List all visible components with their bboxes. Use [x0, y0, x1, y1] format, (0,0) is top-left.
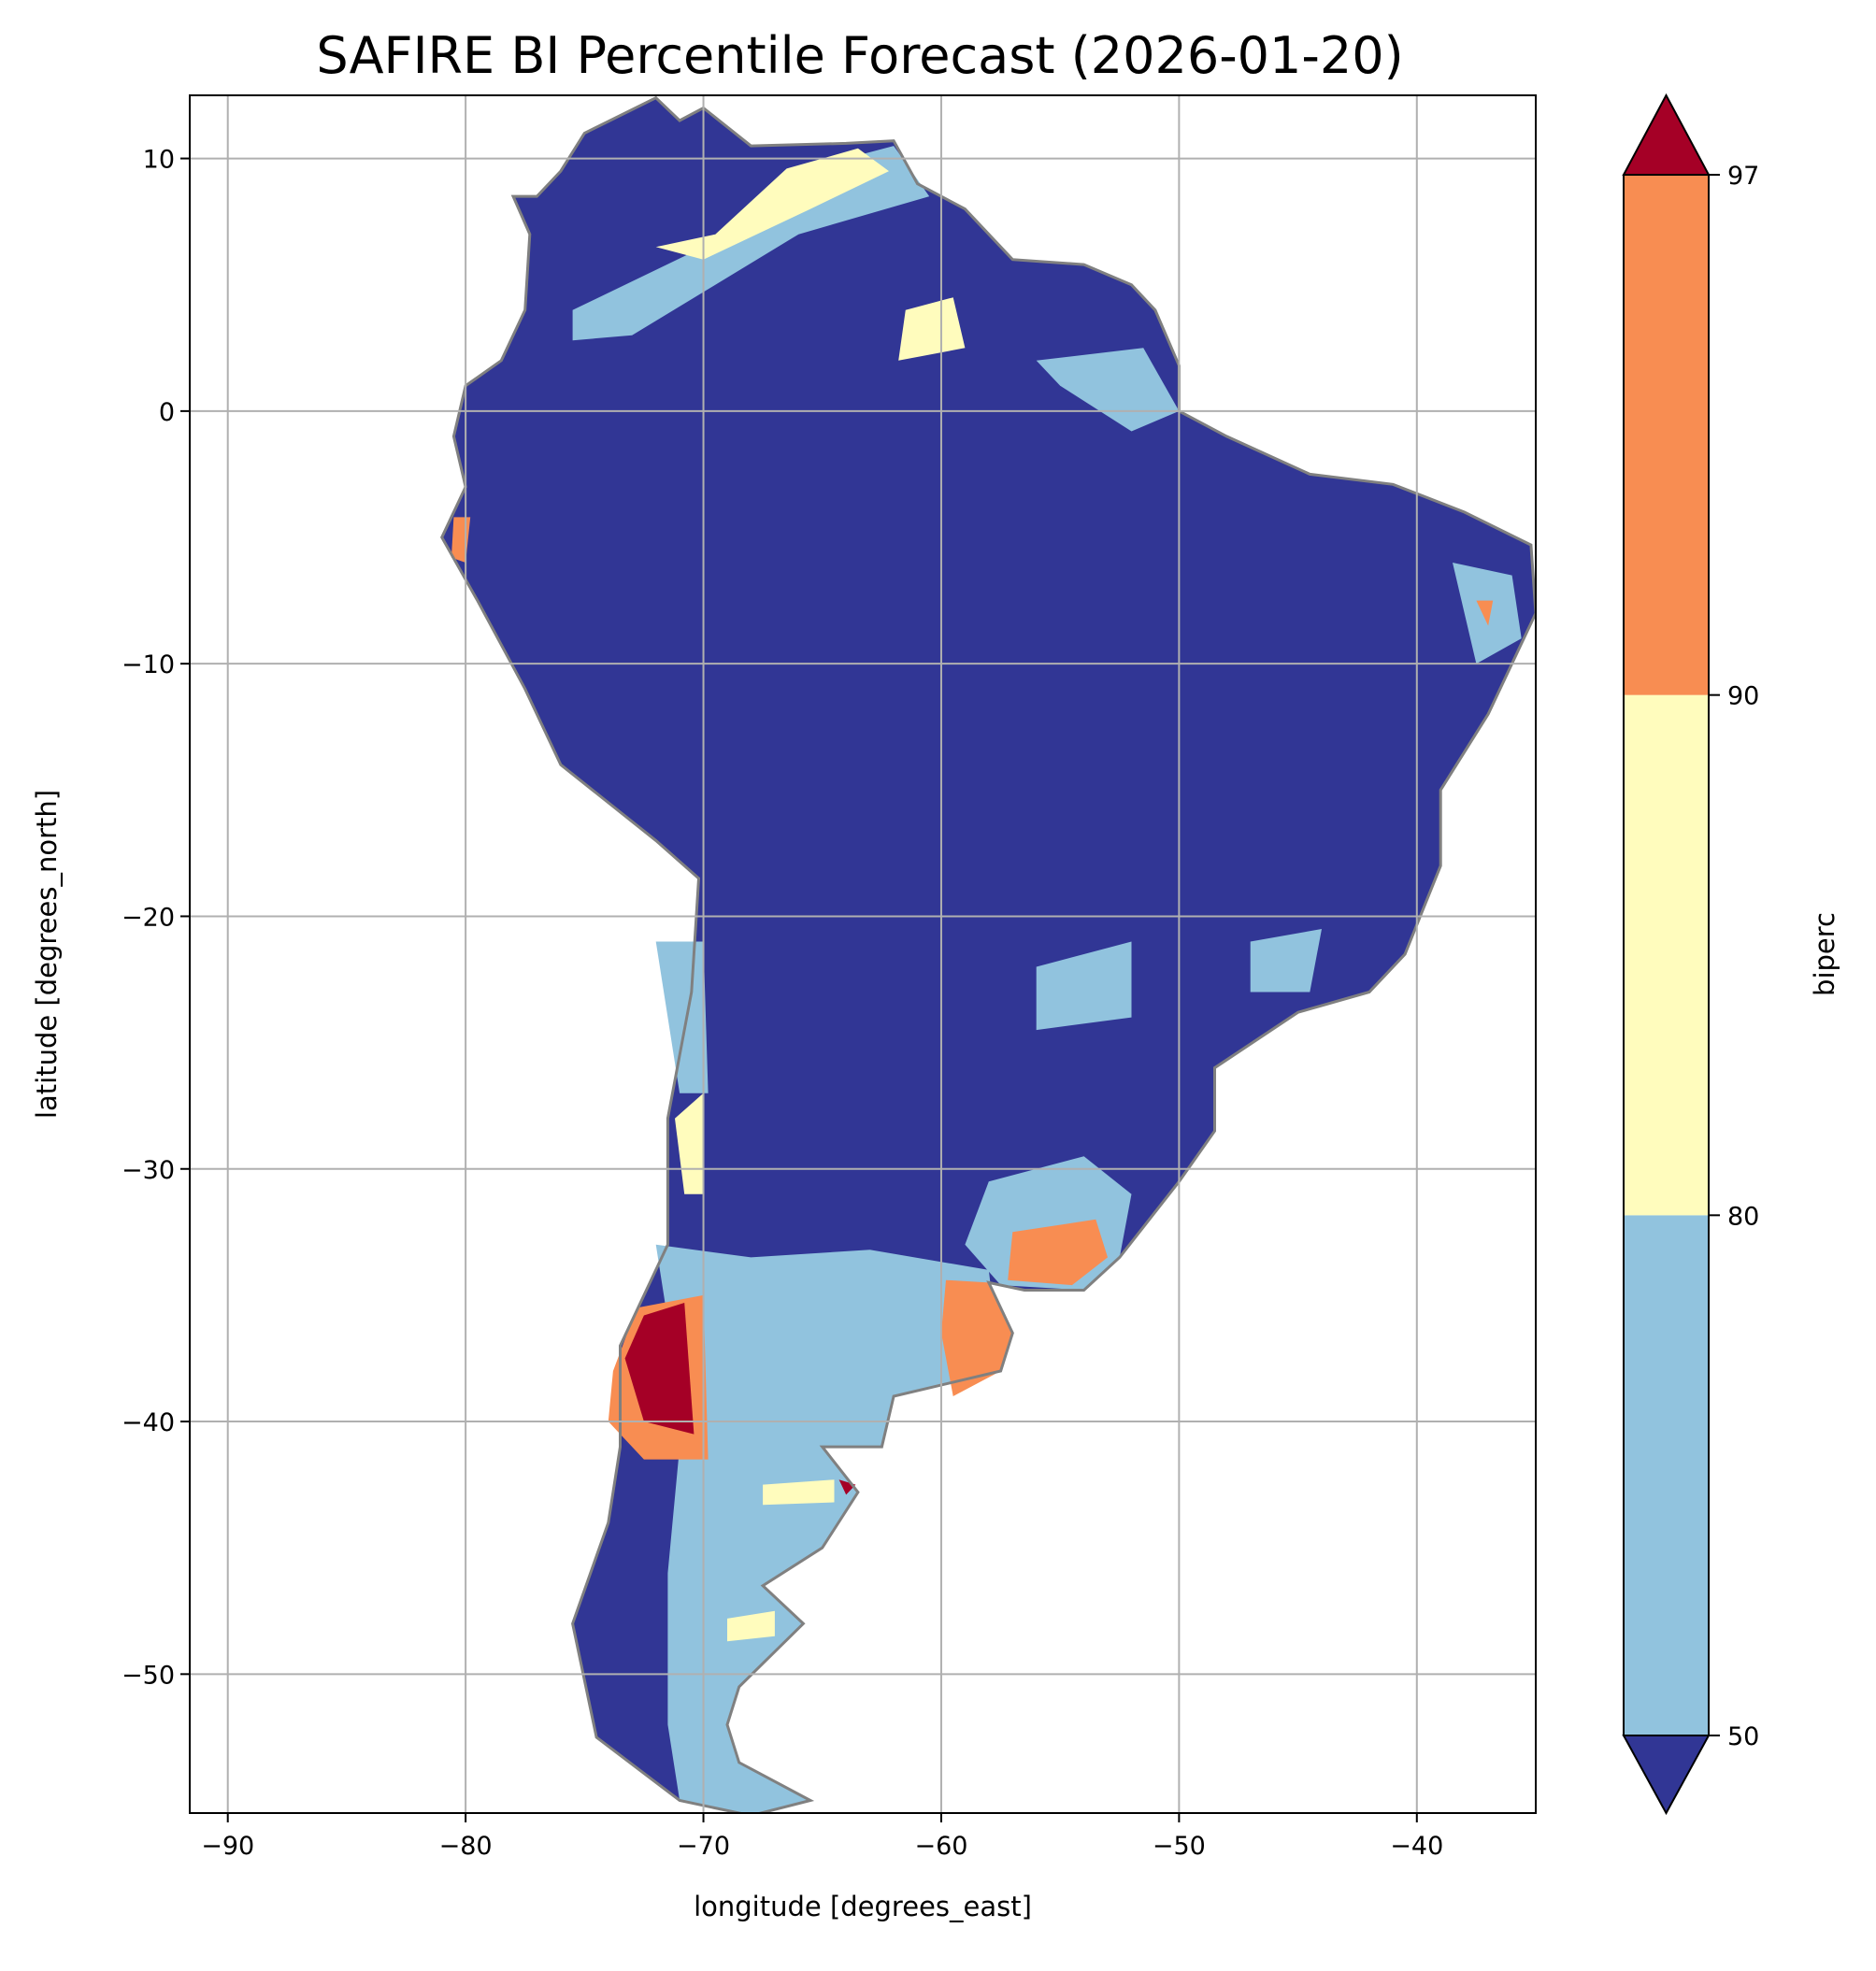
colorbar-segment-80-90 [1624, 694, 1709, 1216]
region-90-97-2 [941, 1279, 1013, 1396]
colorbar-segment-50-80 [1624, 1215, 1709, 1735]
y-tick-label: −10 [122, 650, 175, 679]
region-80-90-7 [763, 1479, 835, 1506]
region-50-80-10 [655, 941, 709, 1093]
x-tick-label: −80 [439, 1832, 493, 1861]
x-tick-label: −90 [201, 1832, 254, 1861]
region-80-90-9 [727, 1610, 775, 1642]
region-80-90-12 [655, 148, 889, 260]
region-50-80-18 [1250, 929, 1322, 993]
y-axis-label: latitude [degrees_north] [31, 790, 63, 1119]
colorbar: 50 80 90 97 [1622, 93, 1759, 1816]
y-tick-label: −50 [122, 1661, 175, 1690]
x-tick-label: −40 [1390, 1832, 1443, 1861]
y-tick-label: −40 [122, 1408, 175, 1437]
chart-title: SAFIRE BI Percentile Forecast (2026-01-2… [316, 26, 1403, 85]
y-tick-label: 0 [159, 398, 175, 427]
land-mass [441, 97, 1536, 1813]
colorbar-extend-above [1622, 93, 1711, 176]
axes-frame [189, 94, 1537, 1814]
colorbar-tick-label: 50 [1727, 1722, 1759, 1751]
map-layer [440, 95, 1536, 1813]
colorbar-tick-label: 80 [1727, 1202, 1759, 1231]
region-above-6 [624, 1303, 695, 1435]
gridlines [190, 95, 1536, 1813]
y-tick-label: 10 [143, 146, 175, 175]
y-axis: 10 0 −10 −20 −30 −40 −50 [122, 146, 190, 1690]
y-tick-label: −20 [122, 903, 175, 932]
colorbar-frame [1623, 174, 1710, 1736]
colorbar-tick-label: 90 [1727, 682, 1759, 711]
x-tick-label: −60 [914, 1832, 967, 1861]
colorbar-segment-90-97 [1624, 175, 1709, 695]
region-50-80-17 [1036, 941, 1132, 1031]
y-tick-label: −30 [122, 1156, 175, 1185]
region-90-97-16 [1476, 600, 1494, 626]
x-tick-label: −70 [677, 1832, 730, 1861]
region-50-80-0 [655, 1244, 1001, 1813]
colorbar-tick-label: 97 [1727, 162, 1759, 191]
region-90-97-3 [1008, 1219, 1108, 1286]
x-axis-label: longitude [degrees_east] [694, 1891, 1032, 1922]
colorbar-extend-below [1622, 1735, 1711, 1816]
x-tick-label: −50 [1153, 1832, 1206, 1861]
region-80-90-13 [898, 297, 966, 361]
colorbar-label: biperc [1809, 912, 1840, 996]
coastline [440, 95, 1536, 1813]
x-axis: −90 −80 −70 −60 −50 −40 [201, 1813, 1443, 1861]
